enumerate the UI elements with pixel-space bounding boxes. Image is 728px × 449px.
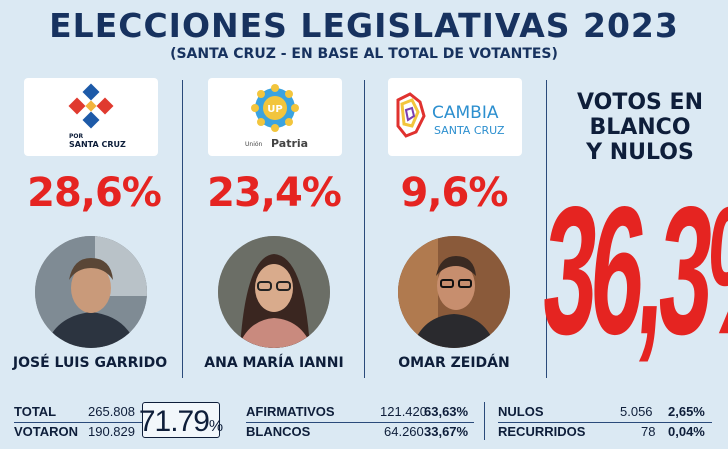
column-divider	[364, 80, 365, 378]
total-label: TOTAL	[14, 404, 57, 419]
affirmative-value: 121.420	[380, 404, 427, 419]
por-santa-cruz-logo-icon: POR SANTA CRUZ	[68, 83, 126, 149]
candidate-photo-ianni	[218, 236, 330, 348]
page-title: ELECCIONES LEGISLATIVAS 2023	[49, 6, 679, 45]
stats-rule	[246, 422, 474, 423]
union-patria-logo-icon: UP Unión Patria	[245, 84, 308, 150]
stats-separator	[484, 402, 485, 440]
candidate-percent: 23,4%	[207, 170, 342, 216]
logo-text-line2: SANTA CRUZ	[434, 124, 505, 137]
turnout-symbol: %	[208, 418, 224, 435]
logo-text-line1: CAMBIA	[432, 103, 499, 123]
null-pct: 2,65%	[668, 404, 705, 419]
blank-null-title: VOTOS EN BLANCO Y NULOS	[555, 90, 725, 165]
voted-value: 190.829	[88, 424, 135, 439]
voted-label: VOTARON	[14, 424, 79, 439]
challenged-label: RECURRIDOS	[498, 424, 586, 439]
party-logo-union-por-la-patria: UP Unión Patria	[208, 78, 342, 156]
affirmative-label: AFIRMATIVOS	[246, 404, 335, 419]
blank-pct: 33,67%	[424, 424, 469, 439]
candidate-photo-zeidan	[398, 236, 510, 348]
stats-rule	[14, 422, 142, 423]
blank-value: 64.260	[384, 424, 424, 439]
candidate-photo-garrido	[35, 236, 147, 348]
blank-label: BLANCOS	[246, 424, 311, 439]
logo-text-line2: Patria	[271, 137, 308, 150]
party-logo-cambia-santa-cruz: CAMBIA SANTA CRUZ	[388, 78, 522, 156]
logo-text-line2: SANTA CRUZ	[69, 140, 126, 149]
blank-title-line: BLANCO	[589, 115, 691, 140]
candidate-name: OMAR ZEIDÁN	[398, 355, 510, 371]
candidate-percent: 28,6%	[27, 170, 162, 216]
turnout-box: 71.79 %	[138, 402, 224, 438]
party-logo-por-santa-cruz: POR SANTA CRUZ	[24, 78, 158, 156]
blank-title-line: VOTOS EN	[577, 90, 703, 115]
logo-text-line1: POR	[69, 133, 83, 140]
vote-stats: TOTAL 265.808 VOTARON 190.829 71.79 % AF…	[0, 398, 728, 449]
logo-badge-text: UP	[267, 104, 282, 115]
challenged-pct: 0,04%	[668, 424, 705, 439]
null-label: NULOS	[498, 404, 544, 419]
null-value: 5.056	[620, 404, 653, 419]
total-value: 265.808	[88, 404, 135, 419]
stats-rule	[498, 422, 712, 423]
challenged-value: 78	[641, 424, 656, 439]
column-divider	[546, 80, 547, 378]
candidate-name: ANA MARÍA IANNI	[204, 355, 344, 371]
candidate-name: JOSÉ LUIS GARRIDO	[12, 355, 168, 371]
affirmative-pct: 63,63%	[424, 404, 469, 419]
candidate-percent: 9,6%	[400, 170, 509, 216]
column-divider	[182, 80, 183, 378]
turnout-value: 71.79	[138, 405, 210, 438]
blank-title-line: Y NULOS	[586, 140, 694, 165]
blank-null-percent: 36,3%	[536, 169, 728, 374]
page-subtitle: (SANTA CRUZ - EN BASE AL TOTAL DE VOTANT…	[170, 46, 558, 62]
cambia-santa-cruz-logo-icon: CAMBIA SANTA CRUZ	[396, 92, 505, 138]
logo-text-line1: Unión	[245, 141, 263, 148]
